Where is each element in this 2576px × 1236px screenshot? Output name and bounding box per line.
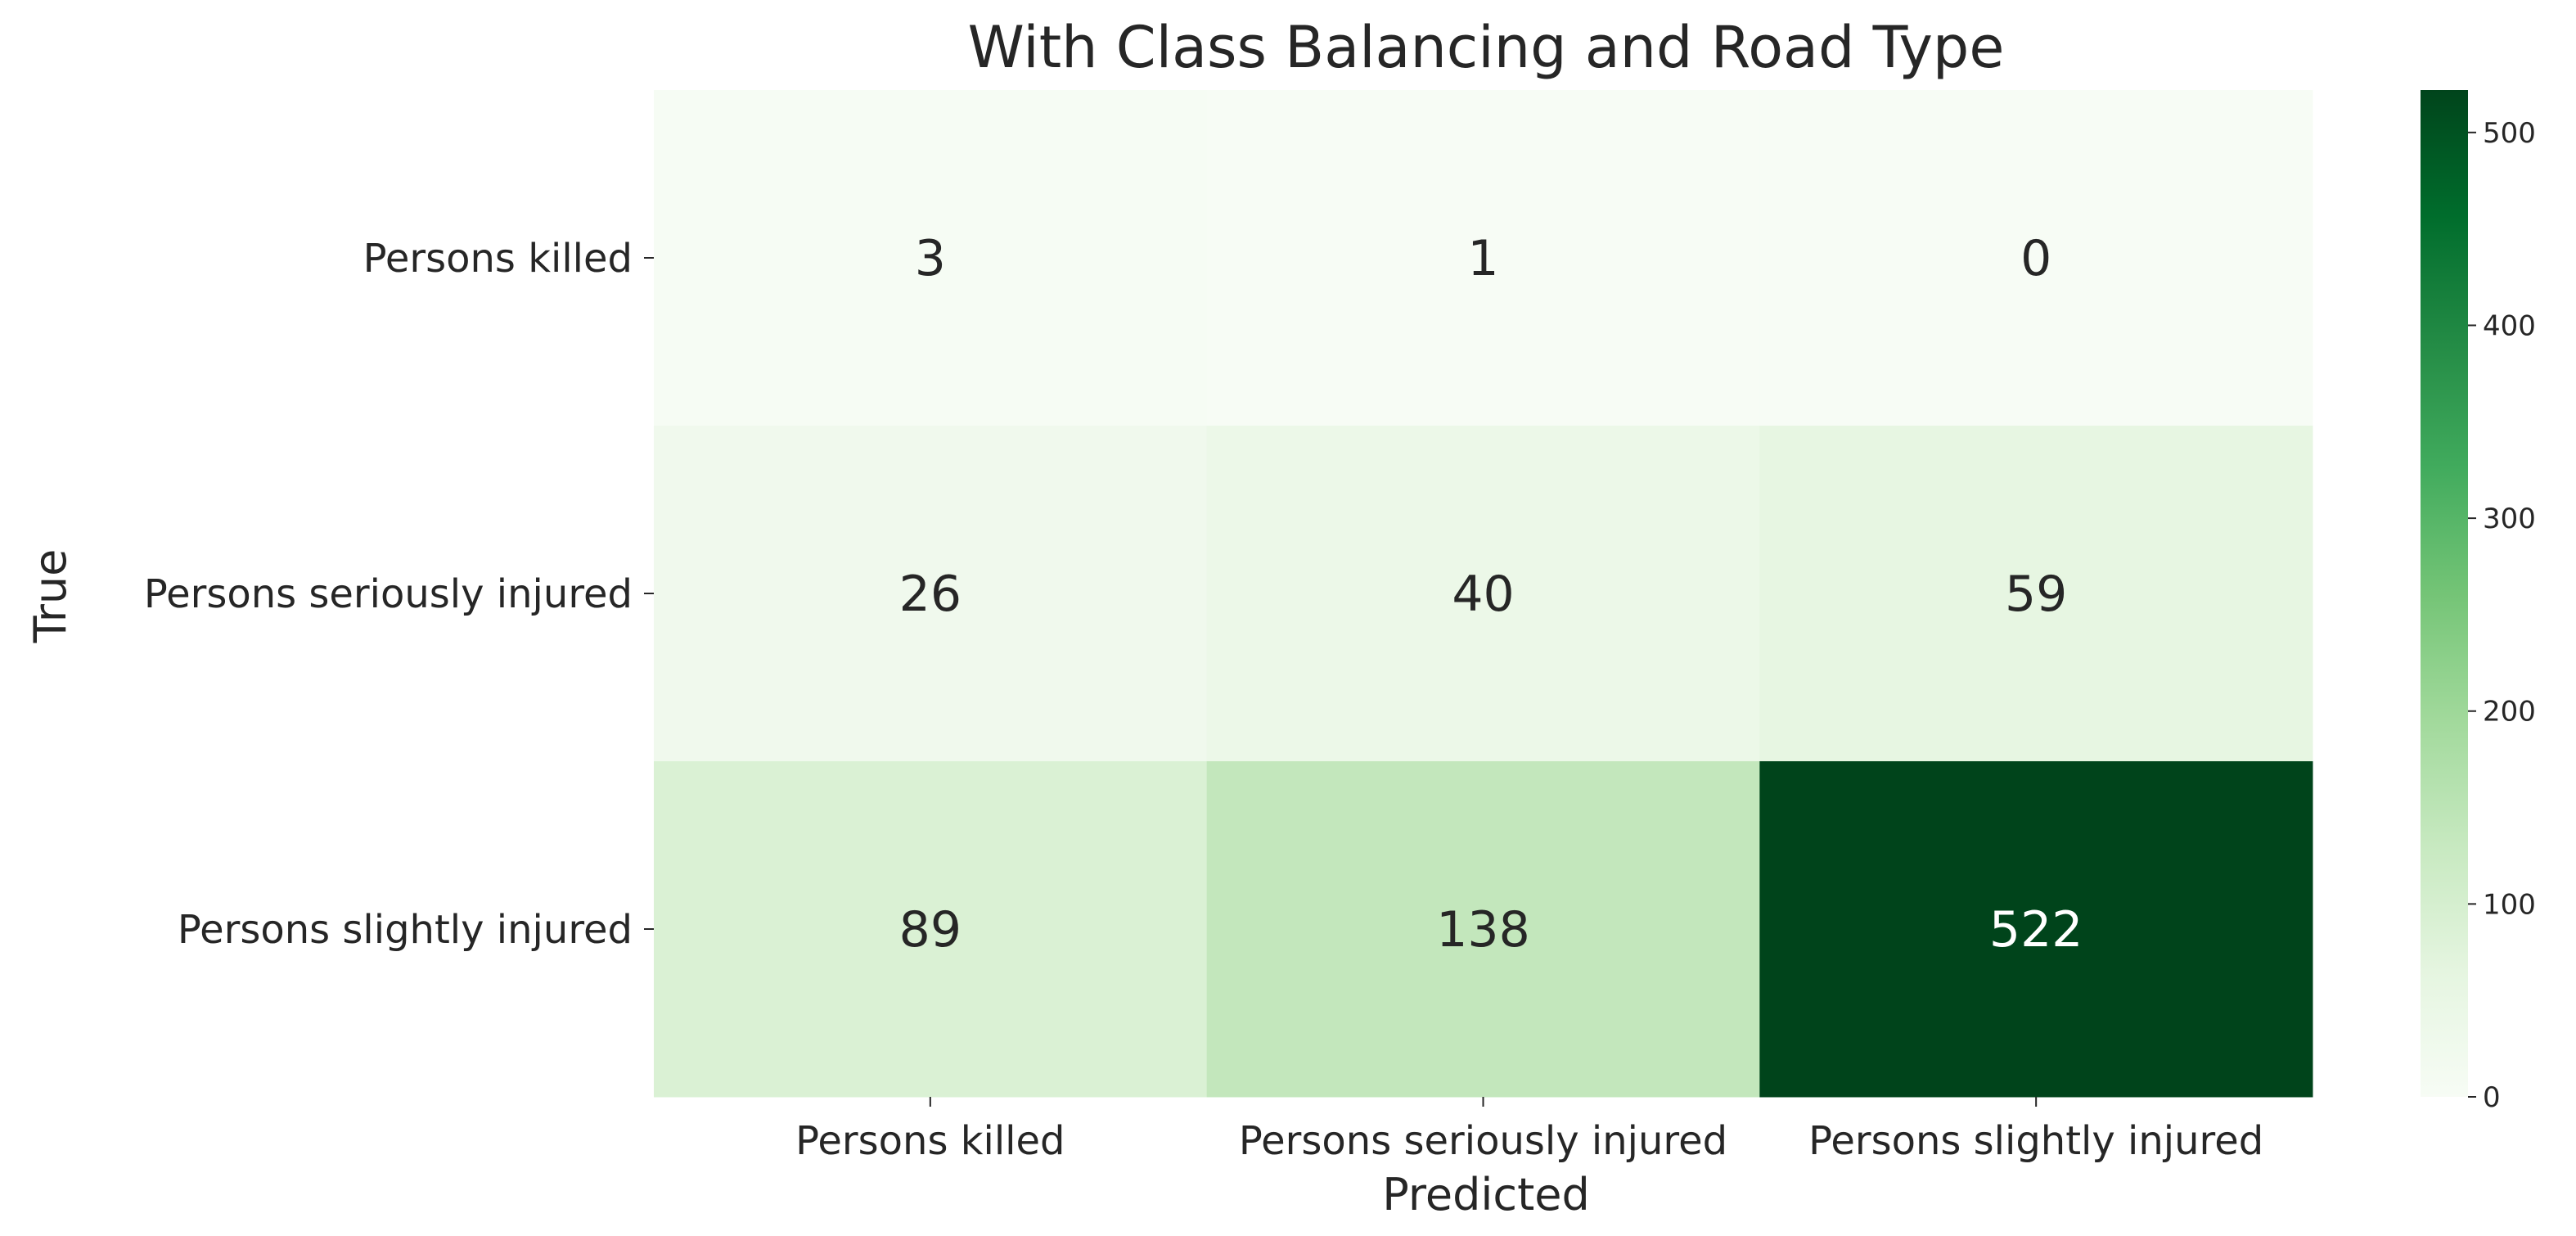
y-tick-label: Persons killed <box>363 236 633 282</box>
heatmap-cell <box>1759 90 2313 426</box>
colorbar-tick-label: 0 <box>2483 1081 2501 1114</box>
colorbar-tick-label: 400 <box>2483 309 2536 342</box>
heatmap-cell <box>654 761 1208 1098</box>
x-tick-label: Persons seriously injured <box>1239 1118 1727 1164</box>
colorbar <box>2421 90 2468 1097</box>
cell-value-label: 89 <box>899 901 961 959</box>
cell-value-label: 3 <box>915 230 946 287</box>
heatmap-cell-labels: 3 1 0 26 40 59 89 138 522 <box>899 230 2083 959</box>
colorbar-tick-label: 100 <box>2483 888 2536 921</box>
cell-value-label: 138 <box>1436 901 1530 959</box>
cell-value-label: 0 <box>2020 230 2051 287</box>
colorbar-ticks: 0 100 200 300 400 500 <box>2468 117 2536 1114</box>
heatmap-cell <box>654 90 1208 426</box>
colorbar-tick-label: 300 <box>2483 503 2536 535</box>
x-tick-label: Persons slightly injured <box>1808 1118 2263 1164</box>
cell-value-label: 522 <box>1989 901 2083 959</box>
colorbar-tick-label: 500 <box>2483 117 2536 150</box>
cell-value-label: 40 <box>1452 566 1514 623</box>
heatmap-cell <box>654 426 1208 762</box>
heatmap-cell <box>1759 426 2313 762</box>
y-axis-label: True <box>25 549 76 644</box>
cell-value-label: 59 <box>2005 566 2067 623</box>
y-tick-label: Persons seriously injured <box>144 571 633 617</box>
chart-title: With Class Balancing and Road Type <box>968 14 2005 81</box>
cell-value-label: 26 <box>899 566 961 623</box>
heatmap-cell <box>1206 761 1760 1098</box>
heatmap-cell <box>1206 90 1760 426</box>
y-tick-label: Persons slightly injured <box>178 907 633 953</box>
cell-value-label: 1 <box>1467 230 1498 287</box>
heatmap-cells <box>654 90 2313 1098</box>
x-axis-label: Predicted <box>1382 1169 1590 1220</box>
x-tick-label: Persons killed <box>795 1118 1065 1164</box>
heatmap-cell <box>1759 761 2313 1098</box>
colorbar-tick-label: 200 <box>2483 696 2536 729</box>
x-axis-ticks: Persons killed Persons seriously injured P… <box>795 1097 2263 1164</box>
heatmap-cell <box>1206 426 1760 762</box>
y-axis-ticks: Persons killed Persons seriously injured P… <box>144 236 654 953</box>
